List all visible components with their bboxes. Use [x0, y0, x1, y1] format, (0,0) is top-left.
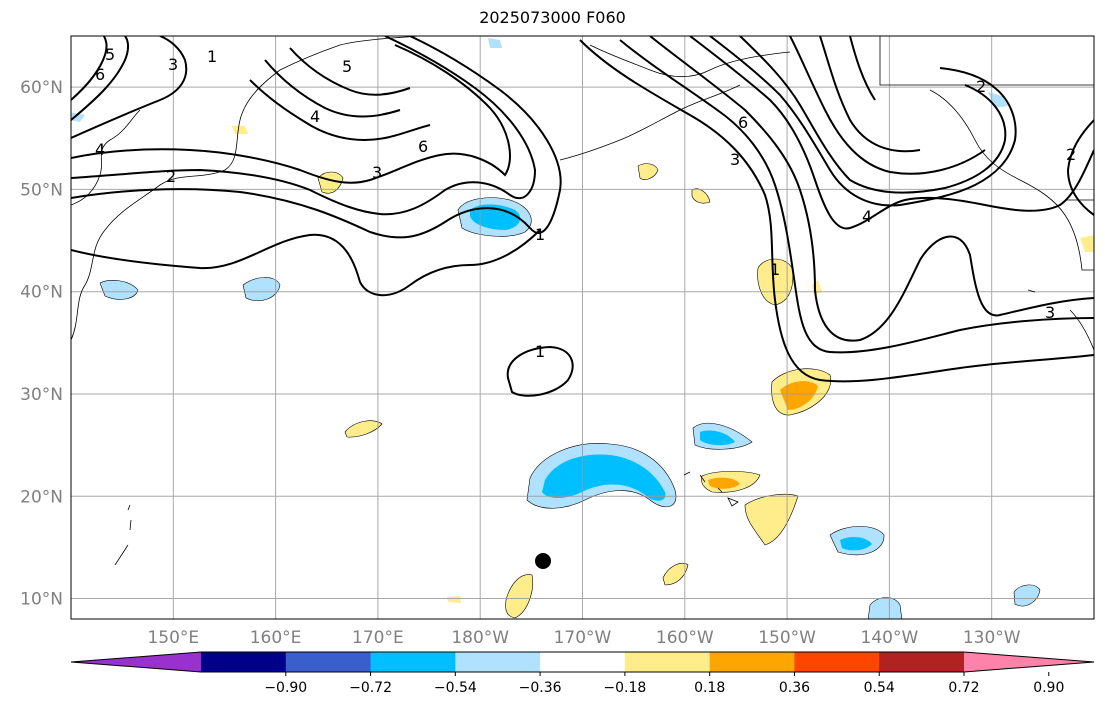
negative-anomaly-area: [700, 430, 735, 446]
colorbar-segment: [624, 652, 711, 672]
positive-anomaly-area: [317, 171, 344, 194]
colorbar-tick-label: 0.72: [948, 680, 979, 696]
colorbar-segment: [201, 652, 287, 672]
positive-anomaly-area: [1080, 235, 1094, 252]
colorbar-outline: [70, 651, 1095, 673]
latitude-label: 60°N: [20, 78, 63, 98]
latitude-label: 50°N: [20, 180, 63, 200]
positive-anomaly-area: [708, 477, 740, 489]
negative-anomaly-area: [488, 38, 502, 48]
contour-label: 1: [535, 225, 545, 244]
colorbar-tick-label: −0.54: [434, 680, 477, 696]
colorbar-segment: [540, 652, 626, 672]
contour-label: 3: [1045, 303, 1055, 322]
colorbar-tick-label: −0.36: [519, 680, 562, 696]
longitude-label: 180°W: [451, 628, 509, 648]
longitude-label: 170°W: [554, 628, 612, 648]
contour-label: 1: [207, 47, 217, 66]
colorbar-segment: [370, 652, 456, 672]
negative-anomaly-area: [988, 92, 1008, 108]
latitude-labels: 60°N 50°N 40°N 30°N 20°N 10°N: [20, 78, 63, 609]
colorbar-extend-max: [964, 652, 1094, 672]
contour-label: 4: [95, 140, 105, 159]
latitude-label: 20°N: [20, 487, 63, 507]
negative-anomaly-area: [242, 277, 281, 302]
colorbar-tick-label: 0.54: [864, 680, 895, 696]
longitude-label: 130°W: [963, 628, 1021, 648]
colorbar-segment: [879, 652, 965, 672]
positive-anomaly-area: [780, 381, 818, 410]
colorbar-tick-label: −0.72: [349, 680, 392, 696]
contour-lines: [71, 36, 1094, 397]
coastlines: [71, 36, 1094, 566]
negative-anomaly-area: [542, 454, 666, 501]
longitude-labels: 150°E 160°E 170°E 180°W 170°W 160°W 150°W 140°W…: [147, 628, 1020, 648]
colorbar-tick-label: −0.18: [603, 680, 646, 696]
colorbar-segment: [285, 652, 372, 672]
contour-label: 6: [738, 113, 748, 132]
contour-label: 4: [862, 207, 872, 226]
negative-anomaly-area: [99, 280, 139, 300]
contour-label: 6: [418, 137, 428, 156]
contour-label: 1: [770, 260, 780, 279]
positive-anomaly-area: [447, 596, 461, 603]
negative-anomaly-area: [1013, 584, 1041, 607]
colorbar: [70, 651, 1095, 673]
positive-anomaly-area: [344, 420, 383, 438]
shaded-field: [71, 38, 1094, 619]
contour-label: 6: [95, 65, 105, 84]
longitude-label: 150°W: [758, 628, 816, 648]
longitude-label: 150°E: [147, 628, 199, 648]
colorbar-segment: [709, 652, 795, 672]
longitude-label: 140°W: [861, 628, 919, 648]
contour-label: 5: [105, 45, 115, 64]
positive-anomaly-area: [232, 126, 248, 134]
colorbar-tick-label: −0.90: [264, 680, 307, 696]
positive-anomaly-area: [637, 163, 659, 180]
contour-label: 5: [342, 57, 352, 76]
longitude-label: 160°W: [656, 628, 714, 648]
colorbar-segment: [794, 652, 880, 672]
contour-label: 2: [166, 167, 176, 186]
gridlines: [71, 36, 1094, 619]
positive-anomaly-area: [662, 562, 689, 586]
latitude-label: 40°N: [20, 283, 63, 303]
negative-anomaly-area: [840, 536, 872, 551]
contour-label: 3: [372, 163, 382, 182]
contour-label: 3: [168, 55, 178, 74]
positive-anomaly-area: [505, 574, 533, 619]
colorbar-tick-labels: −0.90 −0.72 −0.54 −0.36 −0.18 0.18 0.36 0.54 0.7…: [264, 672, 1064, 696]
contour-labels: 1 1 1 1 2 2 2 3 3 3 3 4 4 4 5 5 6 6 6: [95, 45, 1076, 361]
latitude-label: 10°N: [20, 590, 63, 610]
contour-label: 2: [976, 77, 986, 96]
plot-frame: [70, 35, 1095, 620]
colorbar-tick-label: 0.18: [694, 680, 725, 696]
colorbar-extend-min: [71, 652, 201, 672]
location-marker: [535, 553, 551, 569]
colorbar-tick-label: 0.90: [1033, 680, 1064, 696]
colorbar-segment: [455, 652, 541, 672]
map-title: 2025073000 F060: [479, 8, 626, 27]
contour-label: 4: [310, 107, 320, 126]
longitude-label: 160°E: [250, 628, 302, 648]
negative-anomaly-area: [470, 204, 521, 230]
longitude-label: 170°E: [352, 628, 404, 648]
contour-label: 1: [535, 342, 545, 361]
positive-anomaly-area: [744, 494, 799, 546]
contour-label: 2: [1066, 145, 1076, 164]
contour-label: 3: [730, 150, 740, 169]
colorbar-tick-label: 0.36: [779, 680, 810, 696]
negative-anomaly-area: [71, 112, 85, 122]
latitude-label: 30°N: [20, 385, 63, 405]
